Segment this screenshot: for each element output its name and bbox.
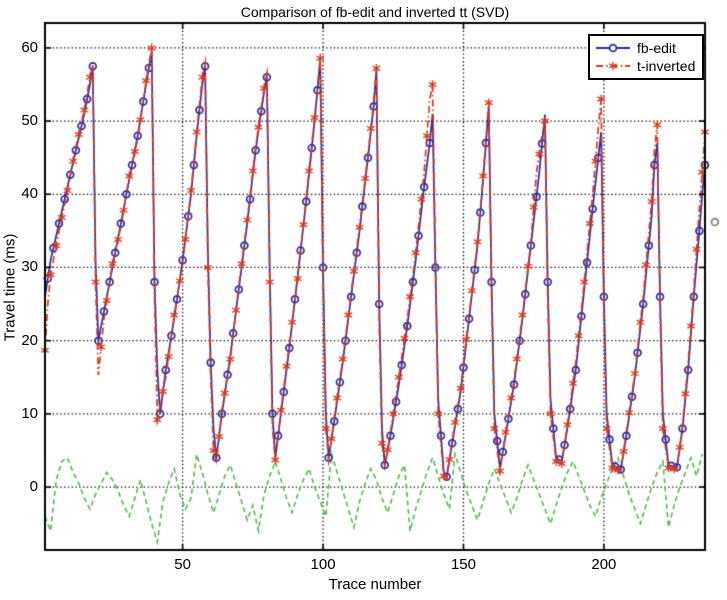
legend-swatch-t-inverted [594,59,632,73]
legend-entry-t-inverted: t-inverted [594,57,696,75]
y-tick-label: 20 [21,331,38,349]
legend-label-t-inverted: t-inverted [637,58,696,74]
legend: fb-edit t-inverted [588,34,704,80]
y-tick-label: 60 [21,38,38,56]
x-tick-label: 200 [591,556,617,573]
legend-entry-fb-edit: fb-edit [594,39,696,57]
legend-swatch-fb-edit [594,41,632,55]
y-tick-label: 40 [21,185,38,203]
y-tick-label: 50 [21,112,38,130]
y-tick-label: 10 [21,404,38,422]
x-tick-label: 100 [310,556,336,573]
x-tick-label: 150 [450,556,476,573]
x-tick-label: 50 [174,556,191,573]
y-tick-label: 0 [29,478,38,496]
y-tick-label: 30 [21,258,38,276]
legend-label-fb-edit: fb-edit [637,40,676,56]
